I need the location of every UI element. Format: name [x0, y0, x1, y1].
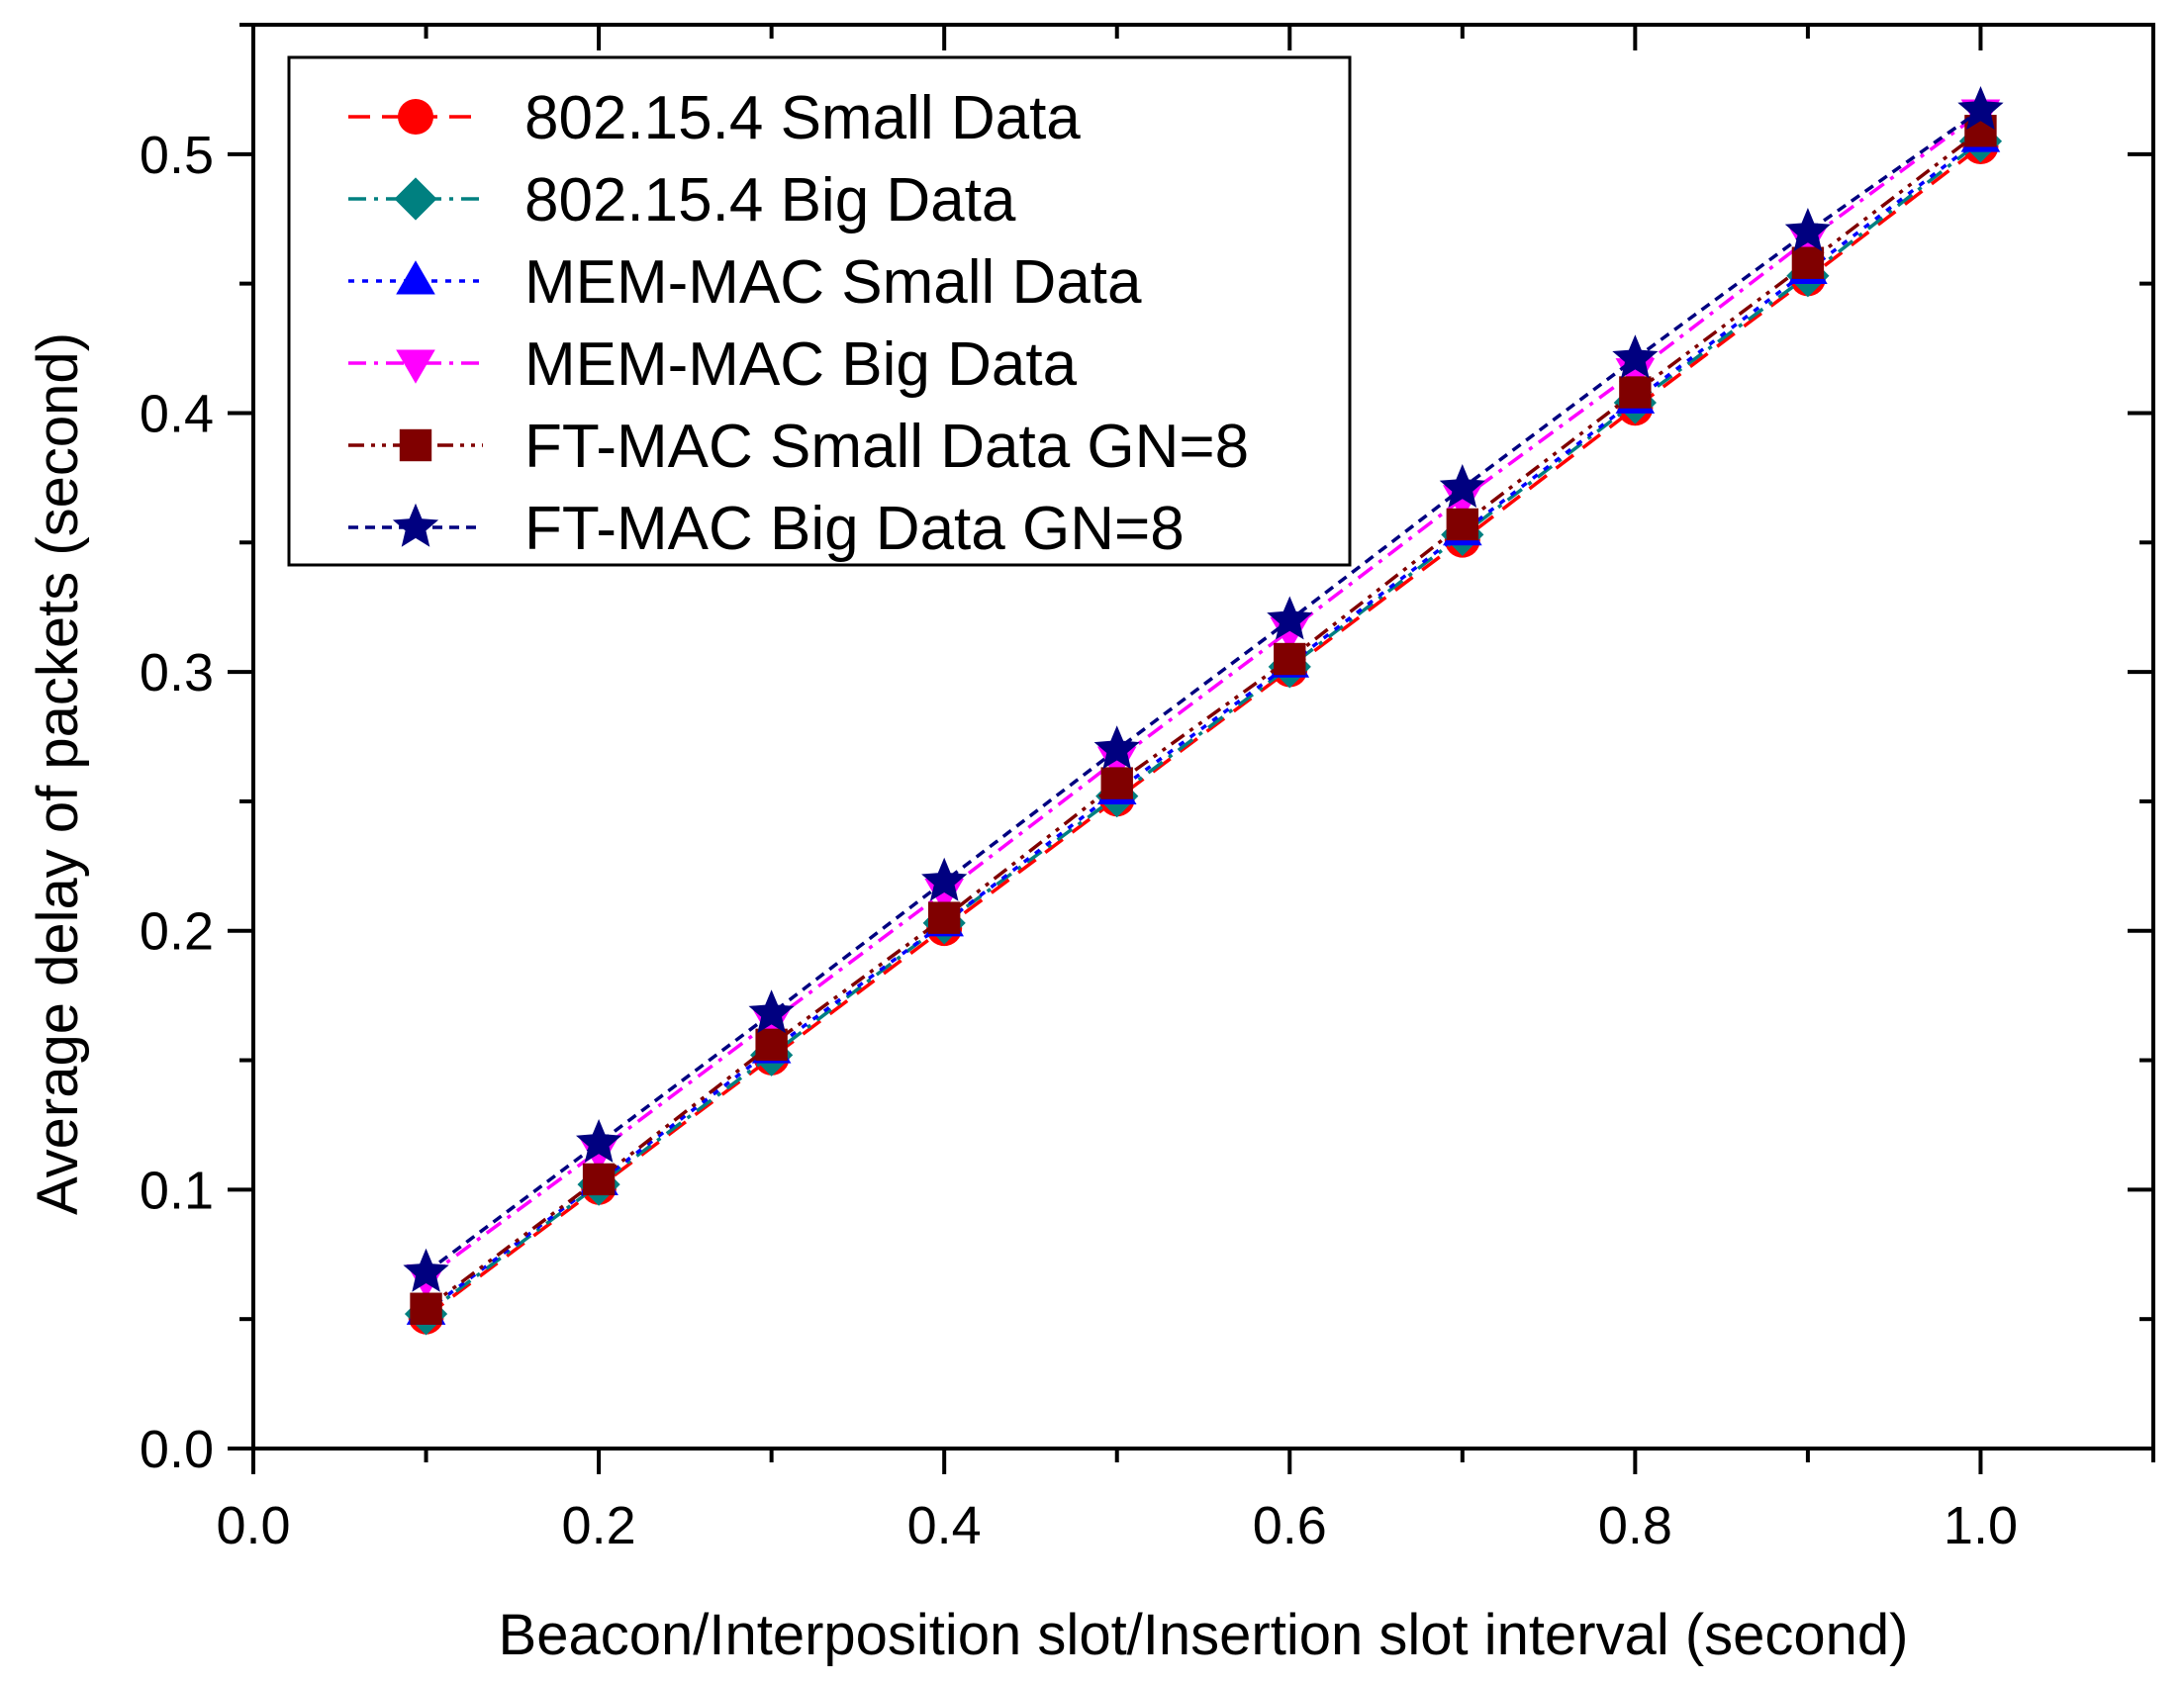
x-tick-label: 0.8	[1598, 1496, 1672, 1555]
legend-swatch-marker	[399, 428, 432, 462]
legend-item: 802.15.4 Small Data	[348, 84, 1081, 152]
x-axis: 0.0 0.2 0.4 0.6 0.8 1.0	[216, 25, 2155, 1555]
data-point	[1784, 208, 1831, 251]
data-point	[755, 1028, 788, 1062]
x-tick-label: 0.6	[1253, 1496, 1327, 1555]
legend: 802.15.4 Small Data 802.15.4 Big Data MEM-…	[287, 55, 1352, 567]
y-tick-label: 0.0	[140, 1420, 214, 1479]
legend-item: FT-MAC Big Data GN=8	[348, 495, 1185, 563]
data-point	[576, 1119, 622, 1163]
plot-border	[251, 23, 2155, 1451]
legend-label: MEM-MAC Big Data	[524, 330, 1078, 399]
x-axis-label: Beacon/Interposition slot/Insertion slot…	[499, 1603, 1909, 1667]
x-tick-label: 0.0	[216, 1496, 290, 1555]
y-tick-label: 0.5	[140, 126, 214, 185]
y-axis-label: Average delay of packets (second)	[26, 332, 90, 1215]
data-point	[1619, 376, 1652, 409]
legend-label: FT-MAC Small Data GN=8	[524, 413, 1249, 481]
series-line	[425, 140, 1982, 1316]
legend-label: 802.15.4 Small Data	[524, 84, 1081, 152]
y-tick-label: 0.1	[140, 1161, 214, 1220]
x-tick-label: 1.0	[1944, 1496, 2018, 1555]
legend-swatch-marker	[396, 349, 435, 384]
legend-label: 802.15.4 Big Data	[524, 166, 1016, 234]
series-line	[425, 108, 1982, 1274]
data-point	[927, 901, 961, 934]
legend-item: FT-MAC Small Data GN=8	[348, 413, 1249, 481]
legend-item: 802.15.4 Big Data	[348, 166, 1016, 234]
legend-swatch-marker	[394, 177, 437, 221]
legend-swatch-marker	[396, 260, 435, 295]
data-point	[1957, 86, 2004, 130]
series-6	[403, 86, 2004, 1292]
legend-item: MEM-MAC Big Data	[348, 330, 1078, 399]
data-point	[403, 1248, 449, 1292]
legend-label: MEM-MAC Small Data	[524, 248, 1142, 317]
series-5	[410, 115, 1997, 1325]
data-point	[1612, 334, 1659, 379]
legend-box	[287, 55, 1352, 567]
data-point	[410, 1292, 442, 1325]
data-point	[1446, 508, 1479, 541]
y-axis: 0.0 0.1 0.2 0.3 0.4 0.5	[140, 23, 2153, 1479]
data-point	[1100, 767, 1133, 799]
x-tick-label: 0.2	[562, 1496, 636, 1555]
y-tick-label: 0.3	[140, 643, 214, 702]
y-tick-label: 0.2	[140, 902, 214, 962]
data-point	[748, 989, 795, 1034]
data-point	[1267, 596, 1313, 640]
data-point	[921, 857, 968, 901]
data-point	[1439, 464, 1485, 508]
x-tick-label: 0.4	[907, 1496, 982, 1555]
series-line	[425, 129, 1982, 1311]
data-point	[582, 1163, 616, 1196]
series-line	[425, 144, 1982, 1319]
series-layer	[403, 86, 2004, 1336]
data-point	[1093, 725, 1140, 770]
legend-item: MEM-MAC Small Data	[348, 248, 1142, 317]
plot-frame	[251, 23, 2155, 1451]
y-tick-label: 0.4	[140, 384, 214, 443]
data-point	[1274, 642, 1306, 676]
legend-swatch-marker	[392, 503, 439, 547]
legend-label: FT-MAC Big Data GN=8	[524, 495, 1185, 563]
data-point	[1791, 246, 1825, 279]
series-line	[425, 137, 1982, 1313]
series-line	[425, 111, 1982, 1279]
legend-swatch-marker	[398, 99, 433, 135]
